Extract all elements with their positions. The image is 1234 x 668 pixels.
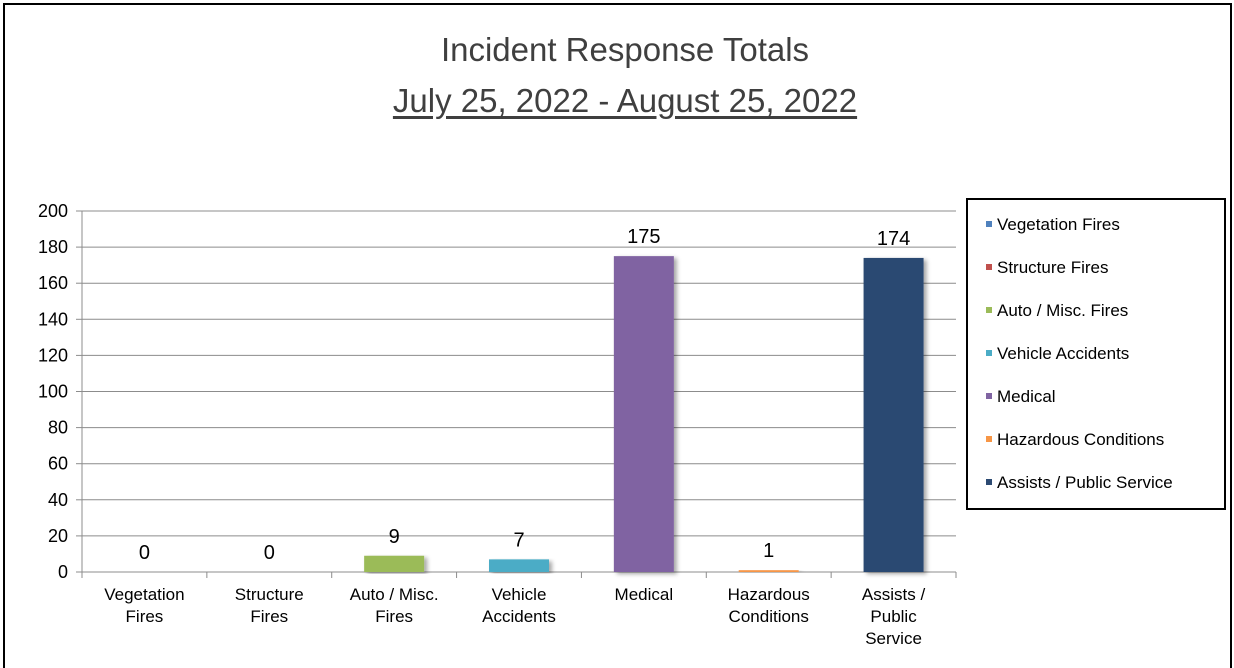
legend-label: Medical: [997, 387, 1056, 406]
legend-item: Vegetation Fires: [986, 215, 1120, 235]
x-tick-label-line: Medical: [615, 585, 674, 604]
data-label: 175: [627, 226, 660, 248]
legend-item: Vehicle Accidents: [986, 344, 1129, 364]
x-tick-label-line: Fires: [250, 607, 288, 626]
legend-label: Hazardous Conditions: [997, 430, 1165, 449]
legend-swatch: [986, 478, 992, 485]
x-tick-label: Hazardous Conditions: [728, 585, 810, 626]
x-tick-label: Assists / Public Service: [862, 585, 926, 648]
legend-item: Structure Fires: [986, 258, 1108, 278]
x-tick-label-line: Vegetation: [104, 585, 184, 604]
data-label: 7: [513, 529, 524, 551]
x-tick-label-line: Fires: [126, 607, 164, 626]
x-tick-label-line: Public: [870, 607, 917, 626]
x-tick-label: Structure Fires: [235, 585, 304, 626]
bar: [489, 559, 549, 572]
x-tick-label-line: Service: [865, 629, 922, 648]
x-tick-label-line: Conditions: [729, 607, 809, 626]
bar: [613, 256, 674, 572]
x-tick-label-line: Accidents: [482, 607, 556, 626]
legend-label: Structure Fires: [997, 258, 1109, 277]
x-tick-label-line: Structure: [235, 585, 304, 604]
x-tick-label: Auto / Misc. Fires: [350, 585, 439, 626]
legend-item: Assists / Public Service: [986, 473, 1173, 493]
legend-swatch: [986, 392, 992, 399]
legend-swatch: [986, 263, 992, 270]
x-tick-label: Medical: [615, 585, 674, 604]
legend-swatch: [986, 306, 992, 313]
x-tick-label-line: Assists /: [862, 585, 926, 604]
x-tick-label-line: Vehicle: [492, 585, 547, 604]
chart-legend: Vegetation Fires Structure Fires Auto / Mi…: [966, 198, 1226, 510]
legend-label: Assists / Public Service: [997, 473, 1173, 492]
y-tick-label: 100: [38, 382, 68, 402]
data-label: 9: [389, 526, 400, 548]
legend-swatch: [986, 220, 992, 227]
legend-label: Auto / Misc. Fires: [997, 301, 1129, 320]
y-tick-label: 40: [48, 490, 68, 510]
y-tick-label: 20: [48, 526, 68, 546]
y-tick-label: 120: [38, 345, 68, 365]
bar: [364, 555, 425, 572]
legend-swatch: [986, 349, 992, 356]
legend-swatch: [986, 435, 992, 442]
y-tick-label: 80: [48, 418, 68, 438]
y-tick-label: 180: [38, 237, 68, 257]
chart-title: Incident Response Totals: [440, 31, 810, 68]
bar: [863, 257, 924, 572]
x-tick-label-line: Auto / Misc.: [350, 585, 439, 604]
x-tick-label: Vehicle Accidents: [482, 585, 556, 626]
chart-subtitle-text: July 25, 2022 - August 25, 2022: [392, 82, 858, 119]
y-tick-label: 140: [38, 309, 68, 329]
data-label: 174: [877, 228, 910, 250]
y-tick-label: 160: [38, 273, 68, 293]
y-tick-label: 0: [58, 562, 68, 582]
data-label: 0: [139, 542, 150, 564]
legend-item: Auto / Misc. Fires: [986, 301, 1128, 321]
data-label: 0: [264, 542, 275, 564]
y-tick-label: 200: [38, 201, 68, 221]
legend-label: Vehicle Accidents: [997, 344, 1130, 363]
y-tick-label: 60: [48, 454, 68, 474]
x-tick-label: Vegetation Fires: [104, 585, 184, 626]
data-label: 1: [763, 540, 774, 562]
x-tick-label-line: Hazardous: [728, 585, 810, 604]
legend-label: Vegetation Fires: [997, 215, 1120, 234]
chart-subtitle: July 25, 2022 - August 25, 2022: [0, 82, 1234, 120]
legend-item: Medical: [986, 387, 1056, 407]
bar: [738, 570, 799, 572]
legend-item: Hazardous Conditions: [986, 430, 1164, 450]
x-tick-label-line: Fires: [375, 607, 413, 626]
